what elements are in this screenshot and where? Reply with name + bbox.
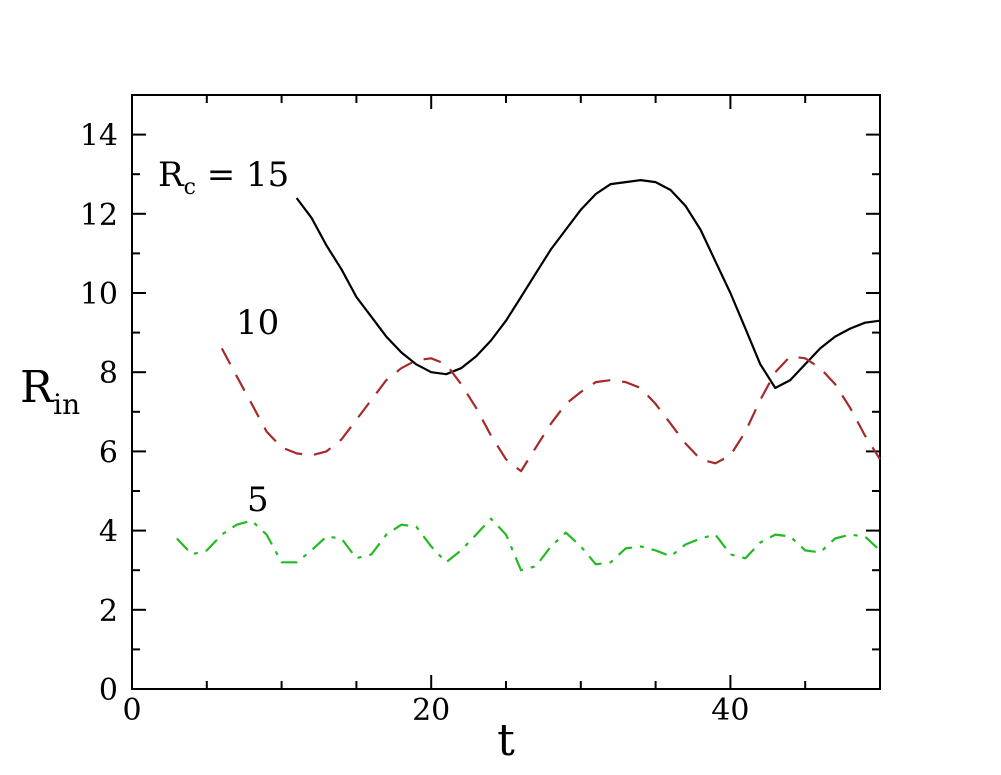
x-tick-label: 40	[711, 693, 749, 728]
y-axis-title: Rin	[20, 362, 80, 421]
y-axis-title-sub: in	[53, 388, 80, 421]
y-tick-label: 10	[80, 277, 118, 312]
x-tick-label: 0	[122, 693, 141, 728]
series-label-rc15-sub: c	[184, 175, 196, 200]
x-tick-label: 20	[412, 693, 450, 728]
y-tick-label: 0	[99, 673, 118, 708]
series-label-10: 10	[236, 303, 279, 343]
y-tick-label: 6	[99, 435, 118, 470]
y-tick-label: 14	[80, 119, 118, 154]
y-tick-label: 4	[99, 515, 118, 550]
series-line-1	[220, 347, 881, 473]
y-tick-label: 2	[99, 594, 118, 629]
series-label-rc15-rest: = 15	[196, 155, 289, 195]
series-line-2	[176, 517, 881, 572]
tick-labels: 0 20 40 0 2 4 6 8 10 12 14	[80, 119, 750, 728]
axis-ticks	[131, 94, 881, 690]
x-axis-title: t	[497, 715, 515, 766]
series-label-rc15-main: R	[158, 155, 185, 195]
series-line-0	[295, 179, 881, 390]
y-axis-title-main: R	[20, 362, 55, 413]
series-label-rc15: Rc = 15	[158, 155, 289, 200]
series-lines	[176, 179, 881, 572]
y-tick-label: 12	[80, 198, 118, 233]
y-tick-label: 8	[99, 356, 118, 391]
series-label-5: 5	[247, 480, 269, 520]
